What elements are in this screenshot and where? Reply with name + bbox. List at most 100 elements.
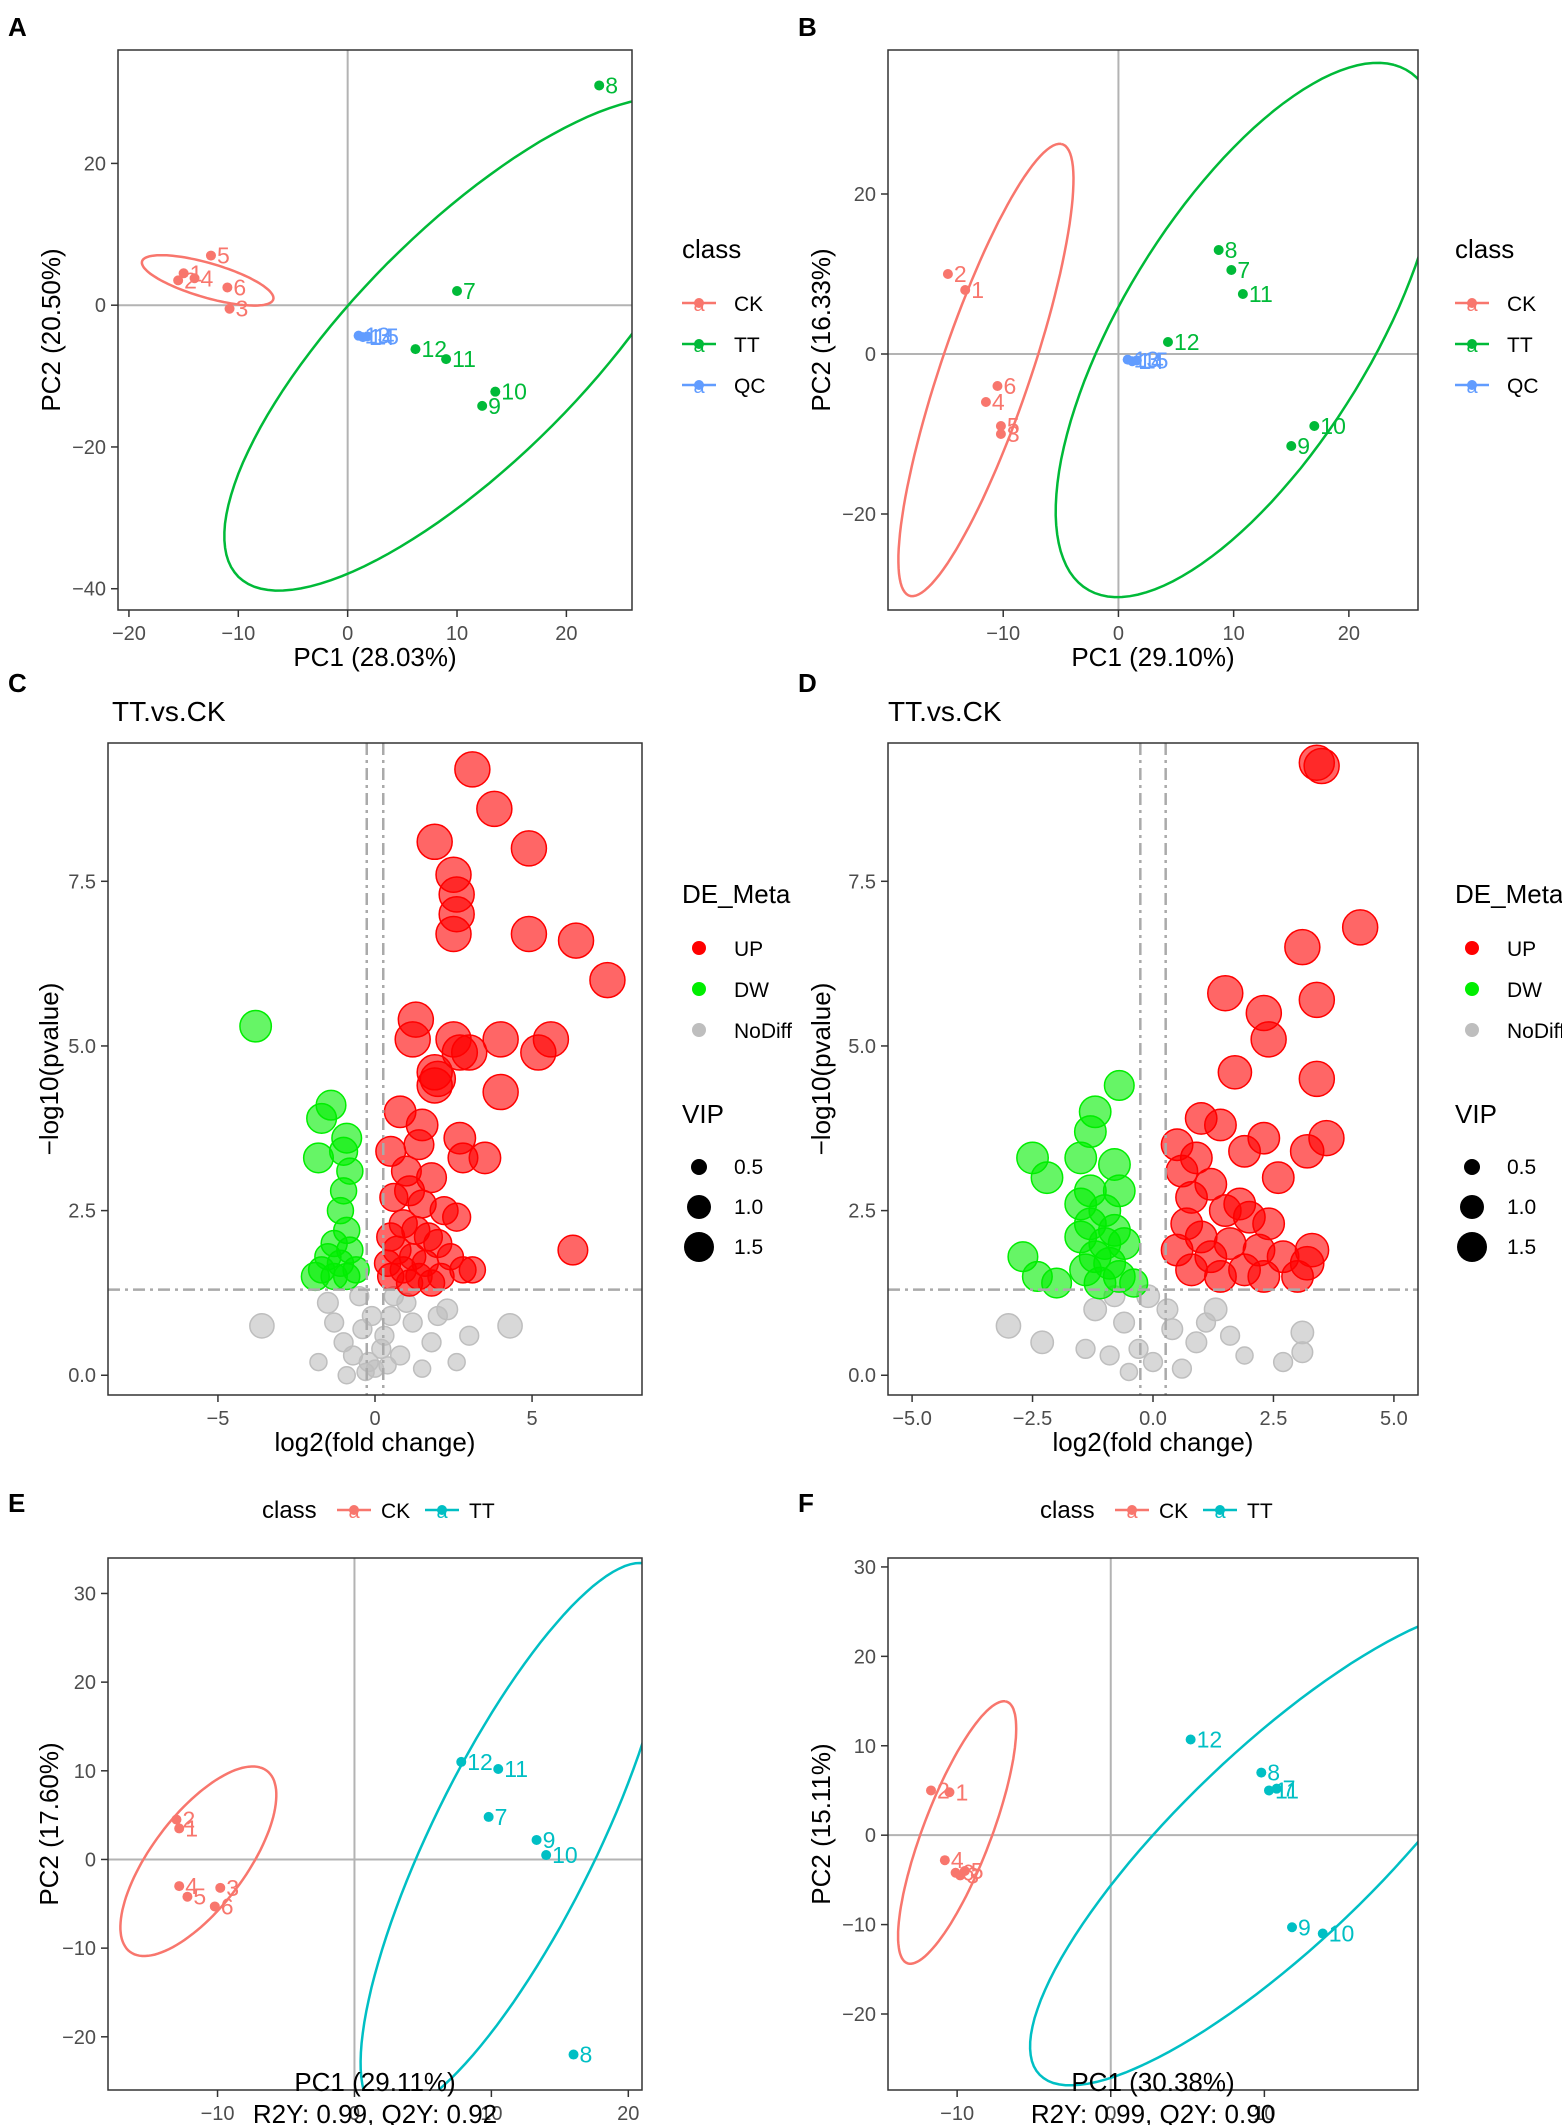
sample-point — [531, 1834, 542, 1845]
metabolite-point-nodiff — [1142, 1351, 1164, 1373]
metabolite-point-up — [1204, 1108, 1237, 1142]
panel-letter-e: E — [8, 1488, 25, 1518]
sample-label: 3 — [1007, 421, 1020, 447]
sample-point — [1185, 1734, 1196, 1745]
legend-size-key — [1457, 1232, 1487, 1262]
sample-label: 1 — [971, 277, 984, 303]
sample-point — [944, 1787, 955, 1798]
legend-key-point — [694, 380, 704, 390]
confidence-ellipse-ck — [119, 1765, 278, 1958]
x-tick-label: −2.5 — [1013, 1408, 1052, 1430]
metabolite-point-up — [417, 1269, 446, 1297]
y-tick-label: 7.5 — [848, 871, 876, 893]
sample-point — [995, 421, 1006, 431]
x-tick-label: 20 — [555, 623, 577, 645]
sample-point — [568, 2049, 579, 2060]
y-tick-label: 10 — [854, 1736, 876, 1758]
sample-label: 10 — [552, 1842, 578, 1868]
metabolite-point-up — [1303, 747, 1340, 785]
legend-key-point — [694, 339, 704, 349]
legend-entry-nodiff: NoDiff — [734, 1020, 792, 1043]
sample-point — [1256, 1767, 1267, 1778]
panel-letter-c: C — [8, 668, 27, 698]
sample-point — [1309, 421, 1320, 431]
panel-letter-f: F — [798, 1488, 814, 1518]
legend-key-glyph: a — [1466, 335, 1478, 357]
metabolite-point-up — [1228, 1134, 1261, 1168]
panel-c: C TT.vs.CK −5 0 5 0.0 2.5 5.0 7.5 log2(fold chan… — [8, 668, 792, 1457]
legend: DE_Meta UP DW NoDiff VIP 0.5 1.0 1.5 — [1455, 879, 1562, 1262]
sample-point — [594, 80, 605, 91]
sample-label: 2 — [182, 1807, 195, 1833]
sample-label: 6 — [233, 274, 246, 300]
sample-point — [174, 1823, 185, 1834]
x-tick-label: 2.5 — [1260, 1408, 1288, 1430]
legend-entry-ck: CK — [1159, 1500, 1188, 1523]
y-tick-label: −10 — [62, 1938, 96, 1960]
confidence-ellipse-tt — [359, 1561, 642, 2090]
sample-label: 9 — [1297, 433, 1310, 459]
sample-point — [174, 1881, 185, 1892]
confidence-ellipse-tt — [223, 100, 632, 592]
metabolite-point-nodiff — [427, 1305, 448, 1327]
y-tick-label: −20 — [842, 504, 876, 526]
sample-label: 3 — [236, 296, 249, 322]
sample-point — [1271, 1783, 1282, 1794]
legend-size-title: VIP — [682, 1099, 724, 1129]
legend-key-point — [1215, 1505, 1225, 1515]
legend-title: DE_Meta — [1455, 879, 1562, 909]
y-axis-label: PC2 (20.50%) — [36, 248, 66, 411]
x-tick-label: −10 — [201, 2103, 235, 2125]
legend-entry-dw: DW — [734, 979, 769, 1002]
sample-label: 7 — [463, 278, 476, 304]
sample-label: 3 — [226, 1875, 239, 1901]
sample-label: 14 — [369, 324, 395, 350]
legend-key-point — [349, 1505, 359, 1515]
legend-entry-ck: CK — [1507, 293, 1536, 316]
sample-label: 12 — [1174, 329, 1200, 355]
y-axis-label: −log10(pvalue) — [806, 983, 836, 1156]
sample-point — [173, 275, 184, 286]
metabolite-point-nodiff — [1083, 1297, 1108, 1322]
sample-point — [452, 286, 463, 297]
sample-point — [222, 282, 233, 293]
x-tick-label: −5 — [207, 1408, 230, 1430]
metabolite-point-nodiff — [1290, 1320, 1315, 1345]
sample-label: 3 — [966, 1862, 979, 1888]
metabolite-point-dw — [302, 1142, 335, 1174]
metabolite-point-up — [1175, 1253, 1208, 1287]
sample-label: 2 — [937, 1777, 950, 1803]
sample-label: 12 — [467, 1749, 493, 1775]
metabolite-point-nodiff — [309, 1352, 328, 1372]
legend: DE_Meta UP DW NoDiff VIP 0.5 1.0 1.5 — [682, 879, 792, 1262]
sample-label: 11 — [452, 346, 476, 372]
legend-entry-nodiff: NoDiff — [1507, 1020, 1562, 1043]
sample-point — [215, 1882, 226, 1893]
metabolite-point-up — [435, 915, 472, 953]
sample-point — [959, 1865, 970, 1876]
sample-label: 11 — [1275, 1777, 1299, 1803]
metabolite-point-up — [416, 1067, 453, 1104]
x-tick-label: 10 — [446, 623, 468, 645]
metabolite-point-up — [510, 830, 548, 867]
legend-size-key — [1460, 1195, 1484, 1219]
metabolite-point-nodiff — [342, 1345, 364, 1366]
y-tick-label: 30 — [74, 1583, 96, 1605]
metabolite-point-up — [394, 1021, 431, 1058]
metabolite-point-nodiff — [1272, 1351, 1294, 1373]
confidence-ellipse-tt — [1054, 61, 1418, 599]
confidence-ellipse-ck — [896, 1700, 1018, 1965]
x-tick-label: −10 — [986, 623, 1020, 645]
sample-point — [209, 1901, 220, 1912]
panel-d: D TT.vs.CK −5.0 −2.5 0.0 2.5 5.0 0.0 2.5 5.0 7.5 l… — [798, 668, 1562, 1457]
metabolite-point-dw — [306, 1102, 338, 1134]
y-tick-label: 0 — [865, 344, 876, 366]
legend-key-point — [1465, 1023, 1479, 1037]
panel-letter-b: B — [798, 12, 817, 42]
y-tick-label: 10 — [74, 1761, 96, 1783]
metabolite-point-nodiff — [1128, 1338, 1149, 1360]
legend-key-point — [1467, 298, 1477, 308]
